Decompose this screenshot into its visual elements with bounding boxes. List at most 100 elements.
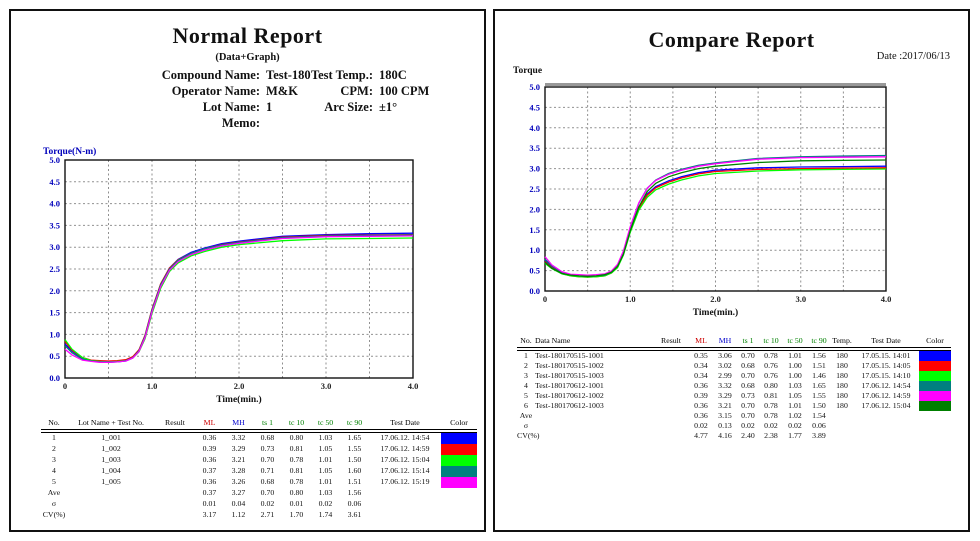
table-cell: 1.46 [812,370,826,380]
table-cell [535,421,653,431]
column-header: Result [155,419,195,433]
series-color-swatch [441,465,477,477]
table-cell: 0.76 [764,360,778,370]
table-cell: 3 [52,455,56,465]
table-cell: 0.78 [764,410,778,420]
table-cell: 1.05 [318,444,333,454]
table-cell: 0.78 [764,400,778,410]
table-cell: 180 [836,350,848,360]
table-cell: 2.38 [764,430,778,440]
series-color-swatch [919,431,951,441]
table-cell: 2.99 [718,370,732,380]
series-color-swatch [441,499,477,510]
table-cell: 3.29 [231,444,246,454]
table-cell: 0.37 [202,466,217,476]
series-color-swatch [441,443,477,455]
compare-report-title: Compare Report [648,27,815,52]
table-cell: 3.27 [231,488,246,498]
column-header: No. [517,337,535,351]
table-cell: 1_004 [101,466,121,476]
column-header: ML [689,337,713,351]
table-cell [155,510,195,521]
table-cell: 3.21 [718,400,732,410]
column-header: Color [441,419,477,433]
svg-text:4.0: 4.0 [529,123,540,133]
table-cell: 1.01 [788,400,802,410]
column-header: Result [653,337,689,351]
table-cell: 0.81 [764,390,778,400]
table-cell [369,510,441,521]
series-color-swatch [919,421,951,431]
column-header: tc 90 [340,419,369,433]
table-cell: 0.78 [289,455,304,465]
column-header: Lot Name + Test No. [67,419,155,433]
column-header: No. [41,419,67,433]
column-header: Test Date [369,419,441,433]
table-cell: 0.02 [694,420,708,430]
svg-text:4.5: 4.5 [49,177,60,187]
table-row: 4 1_004 0.37 3.28 0.71 0.81 1.05 1.60 17.06.12. … [41,465,477,477]
table-cell [653,381,689,391]
svg-text:5.0: 5.0 [529,82,540,92]
table-row: 3 Test-180170515-1003 0.34 2.99 0.70 0.76 1.00… [517,370,951,381]
table-cell: 0.68 [260,433,275,443]
table-cell [155,499,195,510]
compound-info-block: Compound Name: Test-180 Operator Name: M… [41,67,311,131]
table-cell: 0.02 [788,420,802,430]
table-cell: 0.68 [260,477,275,487]
svg-text:2.0: 2.0 [234,381,245,391]
table-cell [155,477,195,488]
table-cell: Test-180170515-1003 [535,370,604,380]
table-cell [369,488,441,499]
column-header: Test Date [853,337,919,351]
table-cell: 3.28 [231,466,246,476]
table-cell [653,361,689,371]
table-cell [853,411,919,421]
table-row: 5 1_005 0.36 3.26 0.68 0.78 1.01 1.51 17.06.12. … [41,476,477,488]
compound-name-label: Compound Name: [161,68,260,82]
table-cell: 1.65 [812,380,826,390]
table-cell: 1.12 [231,510,246,520]
table-cell: 2 [52,444,56,454]
normal-report-torque-chart: 0.0 0.5 1.0 1.5 2.0 2.5 3.0 3.5 4.0 4.5 5.0 0 1.0 2.0… [43,146,418,405]
table-cell [653,411,689,421]
table-cell: 17.05.15. 14:01 [861,350,911,360]
svg-text:0.0: 0.0 [49,373,60,383]
svg-text:2.0: 2.0 [49,286,60,296]
table-cell: 3.32 [718,380,732,390]
table-cell: 0.34 [694,370,708,380]
series-color-swatch [919,411,951,421]
table-cell: 3.89 [812,430,826,440]
table-cell: 1.01 [788,350,802,360]
table-cell [653,431,689,441]
table-header-row: No. Lot Name + Test No. Result ML MH ts 1 tc 1… [41,419,477,433]
table-cell: 5 [524,390,528,400]
table-cell: 1.50 [812,400,826,410]
table-cell: 4.16 [718,430,732,440]
table-cell: 1.51 [812,360,826,370]
table-cell: 180 [836,370,848,380]
table-cell: 1.55 [347,444,362,454]
table-cell [67,488,155,499]
table-cell [653,401,689,411]
table-cell [535,431,653,441]
svg-text:5.0: 5.0 [49,155,60,165]
report-date: Date :2017/06/13 [876,51,950,62]
table-row: σ 0.01 0.04 0.02 0.01 0.02 0.06 [41,499,477,510]
svg-text:2.5: 2.5 [49,264,60,274]
table-cell [853,431,919,441]
test-conditions-block: Test Temp.: 180C CPM: 100 CPM Arc Size: … [273,67,429,115]
table-cell [831,411,853,421]
arc-size-label: Arc Size: [324,100,373,114]
table-cell: 17.06.12. 15:14 [380,466,430,476]
table-cell: 180 [836,390,848,400]
table-cell: 17.06.12. 15:04 [861,400,911,410]
svg-text:0.0: 0.0 [529,286,540,296]
table-cell: 0.36 [202,477,217,487]
svg-text:4.0: 4.0 [881,294,892,304]
svg-text:Torque(N-m): Torque(N-m) [43,146,96,157]
table-cell: 0.01 [289,499,304,509]
series-color-swatch [919,370,951,381]
table-cell: 1.03 [318,488,333,498]
